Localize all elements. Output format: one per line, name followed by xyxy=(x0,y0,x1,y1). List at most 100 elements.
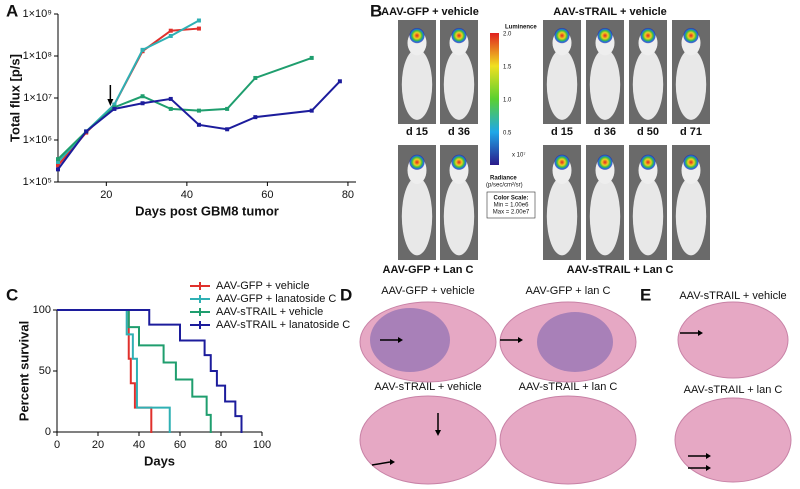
panel-label: C xyxy=(6,285,18,304)
x-tick-label: 60 xyxy=(174,439,186,451)
arrow-head xyxy=(435,430,441,436)
x-tick-label: 20 xyxy=(92,439,104,451)
group-title: AAV-sTRAIL + vehicle xyxy=(553,6,667,18)
y-tick-label: 1×10⁸ xyxy=(23,50,52,62)
colorbar xyxy=(490,33,499,165)
group-title: AAV-GFP + Lan C xyxy=(383,264,474,276)
day-label: d 36 xyxy=(448,126,470,138)
colorbar-label: (p/sec/cm²/sr) xyxy=(486,183,523,189)
signal xyxy=(683,27,699,44)
point xyxy=(140,101,145,106)
series-line xyxy=(57,309,171,433)
arrow-head xyxy=(518,337,523,343)
signal xyxy=(554,27,570,44)
point xyxy=(56,163,60,168)
y-axis-label: Total flux [p/s] xyxy=(7,54,22,142)
point xyxy=(225,106,230,111)
colorbar-tick: 2.0 xyxy=(503,32,512,38)
point xyxy=(56,159,60,164)
point xyxy=(196,122,201,127)
mouse-body xyxy=(546,49,578,120)
point xyxy=(140,47,145,52)
legend-label: AAV-sTRAIL + lanatoside C xyxy=(216,319,350,331)
day-label: d 50 xyxy=(637,126,659,138)
point xyxy=(309,55,314,60)
slice-caption: AAV-sTRAIL + lan C xyxy=(684,384,783,396)
mouse-body xyxy=(443,177,475,256)
panel-label: D xyxy=(340,285,352,304)
arrow-head xyxy=(398,337,403,343)
slice-caption: AAV-sTRAIL + vehicle xyxy=(374,381,481,393)
signal xyxy=(554,154,570,170)
group-title: AAV-sTRAIL + Lan C xyxy=(567,264,674,276)
series-line xyxy=(57,56,313,160)
tumor xyxy=(537,312,613,372)
point xyxy=(140,94,145,99)
signal xyxy=(451,154,467,170)
brain-slice xyxy=(499,395,637,485)
point xyxy=(56,157,60,162)
point xyxy=(196,18,201,23)
mouse-body xyxy=(589,177,621,256)
point xyxy=(168,33,173,38)
group-title: AAV-GFP + vehicle xyxy=(381,6,479,18)
scale-text: Min = 1.00e6 xyxy=(494,203,530,209)
signal xyxy=(597,154,613,170)
y-tick-label: 0 xyxy=(45,426,51,438)
slice-caption: AAV-sTRAIL + lan C xyxy=(519,381,618,393)
point xyxy=(253,75,258,80)
legend-label: AAV-GFP + vehicle xyxy=(216,280,309,292)
day-label: d 36 xyxy=(594,126,616,138)
mouse-body xyxy=(675,177,707,256)
point xyxy=(337,79,342,84)
images xyxy=(359,20,792,485)
slice-caption: AAV-GFP + vehicle xyxy=(381,285,474,297)
panel-label: A xyxy=(6,1,18,20)
scale-box xyxy=(486,191,536,219)
arrow xyxy=(371,461,391,466)
point xyxy=(168,96,173,101)
x-tick-label: 20 xyxy=(100,189,112,201)
signal xyxy=(409,154,425,170)
point xyxy=(309,108,314,113)
y-tick-label: 1×10⁵ xyxy=(23,176,52,188)
x-tick-label: 0 xyxy=(54,439,60,451)
x-tick-label: 80 xyxy=(342,189,354,201)
signal xyxy=(640,27,656,44)
legend-label: AAV-GFP + lanatoside C xyxy=(216,293,336,305)
slice-caption: AAV-GFP + lan C xyxy=(526,285,611,297)
y-tick-label: 100 xyxy=(33,304,51,316)
point xyxy=(253,115,258,120)
point xyxy=(196,108,201,113)
day-label: d 15 xyxy=(551,126,573,138)
mouse-body xyxy=(401,49,433,120)
series-line xyxy=(57,309,243,433)
colorbar-title: Luminence xyxy=(505,25,537,31)
x-tick-label: 40 xyxy=(133,439,145,451)
point xyxy=(168,28,173,33)
series-line xyxy=(57,80,341,170)
signal xyxy=(640,154,656,170)
point xyxy=(196,26,201,31)
mouse-body xyxy=(546,177,578,256)
arrow-head xyxy=(698,330,703,336)
arrow-head xyxy=(706,453,711,459)
legend-label: AAV-sTRAIL + vehicle xyxy=(216,306,323,318)
colorbar-unit: x 10⁷ xyxy=(512,152,526,159)
day-label: d 15 xyxy=(406,126,428,138)
scale-text: Max = 2.00e7 xyxy=(493,210,530,216)
x-tick-label: 80 xyxy=(215,439,227,451)
y-axis-label: Percent survival xyxy=(16,321,31,421)
mouse-body xyxy=(632,49,664,120)
arrow-head xyxy=(390,459,395,465)
colorbar-label: Radiance xyxy=(490,176,517,182)
series-line xyxy=(57,27,200,166)
y-tick-label: 1×10⁶ xyxy=(23,134,52,146)
signal xyxy=(451,27,467,44)
brain-slice xyxy=(674,397,792,483)
signal xyxy=(409,27,425,44)
x-axis-label: Days xyxy=(144,453,175,468)
point xyxy=(225,127,230,132)
signal xyxy=(683,154,699,170)
y-tick-label: 1×10⁹ xyxy=(23,8,53,20)
